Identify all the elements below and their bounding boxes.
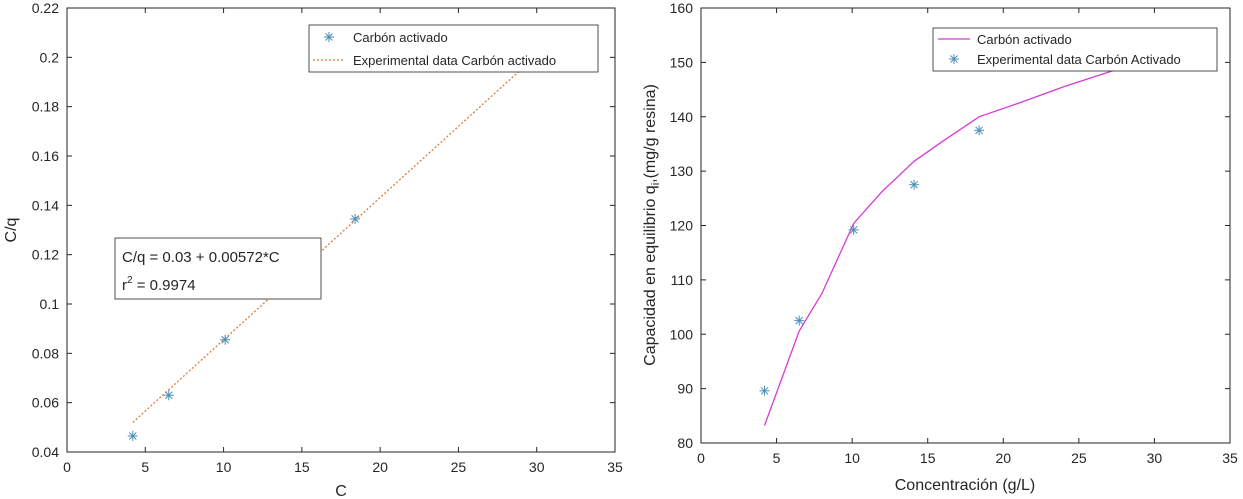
right-y-axis-label-sub: i bbox=[650, 183, 662, 185]
left-y-tick-label: 0.12 bbox=[32, 247, 59, 263]
left-data-point bbox=[220, 334, 231, 345]
right-y-tick-label: 150 bbox=[670, 54, 694, 70]
right-x-tick-label: 25 bbox=[1071, 450, 1087, 466]
right-y-axis-label-rest: ,(mg/g resina) bbox=[642, 84, 659, 183]
right-legend: Carbón activado Experimental data Carbón… bbox=[932, 27, 1218, 72]
left-y-tick-label: 0.18 bbox=[32, 99, 59, 115]
right-y-tick-label: 120 bbox=[670, 218, 694, 234]
left-legend-asterisk bbox=[324, 32, 334, 42]
left-x-tick-label: 15 bbox=[294, 459, 310, 475]
left-legend-label-carbon-activado: Carbón activado bbox=[353, 30, 448, 45]
right-data-point bbox=[974, 125, 985, 136]
left-legend-marker-carbon-activado bbox=[324, 32, 334, 42]
left-x-ticks: 0 5 10 15 20 25 30 35 bbox=[63, 8, 623, 475]
right-legend-asterisk bbox=[949, 54, 959, 64]
right-data-point bbox=[848, 224, 859, 235]
right-data-point bbox=[909, 179, 920, 190]
right-x-tick-label: 15 bbox=[920, 450, 936, 466]
right-legend-label-experimental: Experimental data Carbón Activado bbox=[977, 52, 1181, 67]
fit-annotation: C/q = 0.03 + 0.00572*C r2 = 0.9974 bbox=[114, 237, 322, 300]
right-y-tick-label: 100 bbox=[670, 326, 694, 342]
right-y-tick-label: 140 bbox=[670, 109, 694, 125]
left-x-tick-label: 30 bbox=[529, 459, 545, 475]
right-plot-frame bbox=[700, 7, 1231, 444]
right-x-tick-label: 0 bbox=[697, 450, 705, 466]
right-legend-box bbox=[932, 27, 1218, 72]
right-x-tick-label: 5 bbox=[773, 450, 781, 466]
right-legend-label-carbon-activado: Carbón activado bbox=[977, 32, 1072, 47]
right-data-point bbox=[794, 315, 805, 326]
right-data-point bbox=[759, 385, 770, 396]
left-series-line-1 bbox=[132, 61, 530, 423]
right-y-ticks: 80 90 100 110 120 130 140 150 160 bbox=[670, 0, 1230, 451]
left-data-point bbox=[127, 430, 138, 441]
right-legend-marker-experimental bbox=[949, 54, 959, 64]
left-data-point bbox=[350, 213, 361, 224]
left-legend: Carbón activado Experimental data Carbón… bbox=[308, 24, 599, 73]
right-x-ticks: 0 5 10 15 20 25 30 35 bbox=[697, 8, 1238, 466]
fit-r-squared: r2 = 0.9974 bbox=[122, 275, 196, 294]
right-y-tick-label: 80 bbox=[677, 435, 693, 451]
left-x-axis-label: C bbox=[335, 483, 347, 499]
right-x-tick-label: 35 bbox=[1222, 450, 1238, 466]
left-y-tick-label: 0.06 bbox=[32, 395, 59, 411]
right-y-axis-label: Capacidad en equilibrio qi,(mg/g resina) bbox=[642, 84, 662, 366]
left-data-point bbox=[163, 390, 174, 401]
left-y-tick-label: 0.22 bbox=[32, 0, 59, 16]
left-x-tick-label: 5 bbox=[141, 459, 149, 475]
fit-annotation-box bbox=[114, 237, 322, 300]
left-legend-box bbox=[308, 24, 599, 73]
fit-r-value: = 0.9974 bbox=[133, 277, 196, 294]
left-chart: 0 5 10 15 20 25 30 35 0.040.060.080.10.120.140.… bbox=[3, 0, 623, 499]
left-y-tick-label: 0.14 bbox=[32, 197, 59, 213]
left-y-tick-label: 0.2 bbox=[40, 49, 60, 65]
left-x-tick-label: 20 bbox=[372, 459, 388, 475]
right-y-axis-label-main: Capacidad en equilibrio q bbox=[642, 185, 659, 366]
right-x-tick-label: 30 bbox=[1147, 450, 1163, 466]
fit-equation: C/q = 0.03 + 0.00572*C bbox=[122, 249, 280, 266]
left-x-tick-label: 25 bbox=[451, 459, 467, 475]
fit-r-superscript: 2 bbox=[127, 275, 133, 286]
left-plot-frame bbox=[66, 7, 616, 453]
left-x-tick-label: 35 bbox=[607, 459, 623, 475]
right-y-tick-label: 160 bbox=[670, 0, 694, 16]
right-series-line-0 bbox=[763, 69, 1116, 426]
right-y-tick-label: 90 bbox=[677, 381, 693, 397]
fit-r-label: r bbox=[122, 277, 127, 294]
left-y-tick-label: 0.1 bbox=[40, 296, 60, 312]
right-x-tick-label: 10 bbox=[844, 450, 860, 466]
left-x-tick-label: 10 bbox=[216, 459, 232, 475]
right-chart: 0 5 10 15 20 25 30 35 80 90 100 110 120 130 140 150 160… bbox=[642, 0, 1238, 494]
left-y-tick-label: 0.04 bbox=[32, 444, 59, 460]
left-y-axis-label: C/q bbox=[3, 218, 20, 243]
left-x-tick-label: 0 bbox=[63, 459, 71, 475]
right-x-axis-label: Concentración (g/L) bbox=[895, 477, 1036, 494]
right-y-tick-label: 110 bbox=[671, 272, 694, 288]
right-series bbox=[759, 69, 1116, 426]
right-y-tick-label: 130 bbox=[670, 163, 694, 179]
left-y-tick-label: 0.16 bbox=[32, 148, 59, 164]
right-x-tick-label: 20 bbox=[995, 450, 1011, 466]
left-legend-label-experimental: Experimental data Carbón activado bbox=[353, 53, 556, 68]
left-y-tick-label: 0.08 bbox=[32, 345, 59, 361]
left-y-ticks: 0.04 0.06 0.08 0.1 0.12 0.14 0.16 0.18 0.2 0.22 bbox=[32, 0, 615, 460]
